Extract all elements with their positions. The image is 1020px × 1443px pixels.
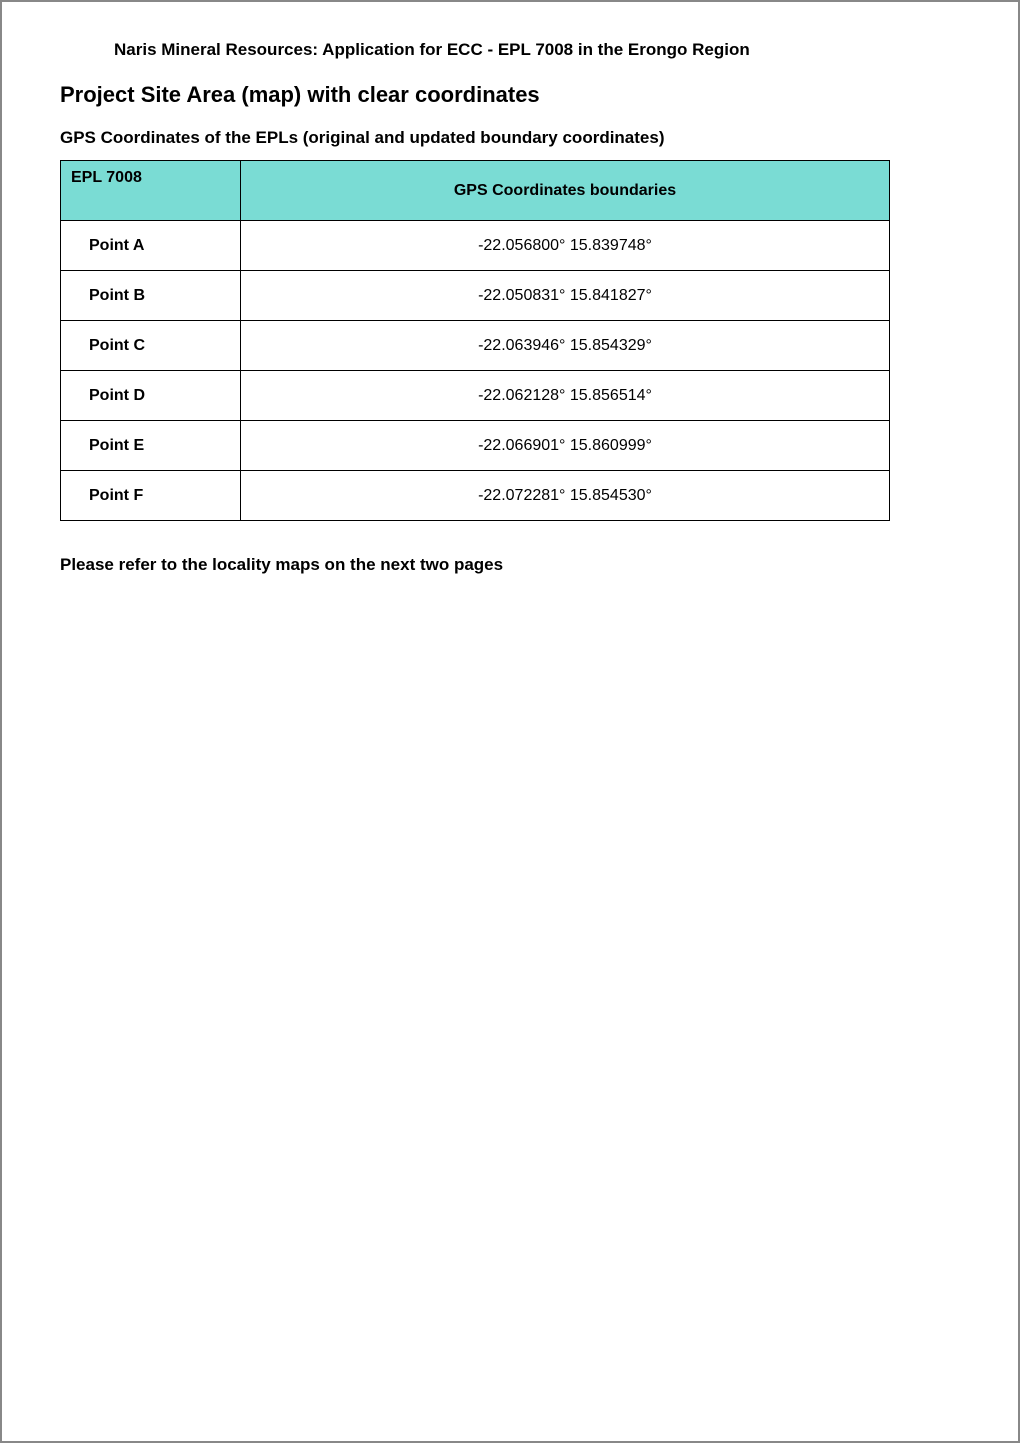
table-row: Point B -22.050831° 15.841827° xyxy=(61,271,890,321)
table-row: Point A -22.056800° 15.839748° xyxy=(61,221,890,271)
point-name: Point F xyxy=(61,471,241,521)
point-name: Point C xyxy=(61,321,241,371)
point-name: Point A xyxy=(61,221,241,271)
table-row: Point E -22.066901° 15.860999° xyxy=(61,421,890,471)
coordinates-table: EPL 7008 GPS Coordinates boundaries Poin… xyxy=(60,160,890,521)
point-value: -22.066901° 15.860999° xyxy=(241,421,890,471)
table-row: Point D -22.062128° 15.856514° xyxy=(61,371,890,421)
col-header-epl: EPL 7008 xyxy=(61,161,241,221)
gps-subheading: GPS Coordinates of the EPLs (original an… xyxy=(60,128,960,148)
document-header: Naris Mineral Resources: Application for… xyxy=(114,40,960,60)
point-value: -22.063946° 15.854329° xyxy=(241,321,890,371)
table-row: Point C -22.063946° 15.854329° xyxy=(61,321,890,371)
point-value: -22.050831° 15.841827° xyxy=(241,271,890,321)
table-row: Point F -22.072281° 15.854530° xyxy=(61,471,890,521)
point-name: Point D xyxy=(61,371,241,421)
point-name: Point B xyxy=(61,271,241,321)
col-header-gps: GPS Coordinates boundaries xyxy=(241,161,890,221)
table-header-row: EPL 7008 GPS Coordinates boundaries xyxy=(61,161,890,221)
point-value: -22.056800° 15.839748° xyxy=(241,221,890,271)
section-title: Project Site Area (map) with clear coord… xyxy=(60,82,960,108)
point-value: -22.072281° 15.854530° xyxy=(241,471,890,521)
point-name: Point E xyxy=(61,421,241,471)
locality-maps-note: Please refer to the locality maps on the… xyxy=(60,555,960,575)
page-container: Naris Mineral Resources: Application for… xyxy=(0,0,1020,1443)
point-value: -22.062128° 15.856514° xyxy=(241,371,890,421)
